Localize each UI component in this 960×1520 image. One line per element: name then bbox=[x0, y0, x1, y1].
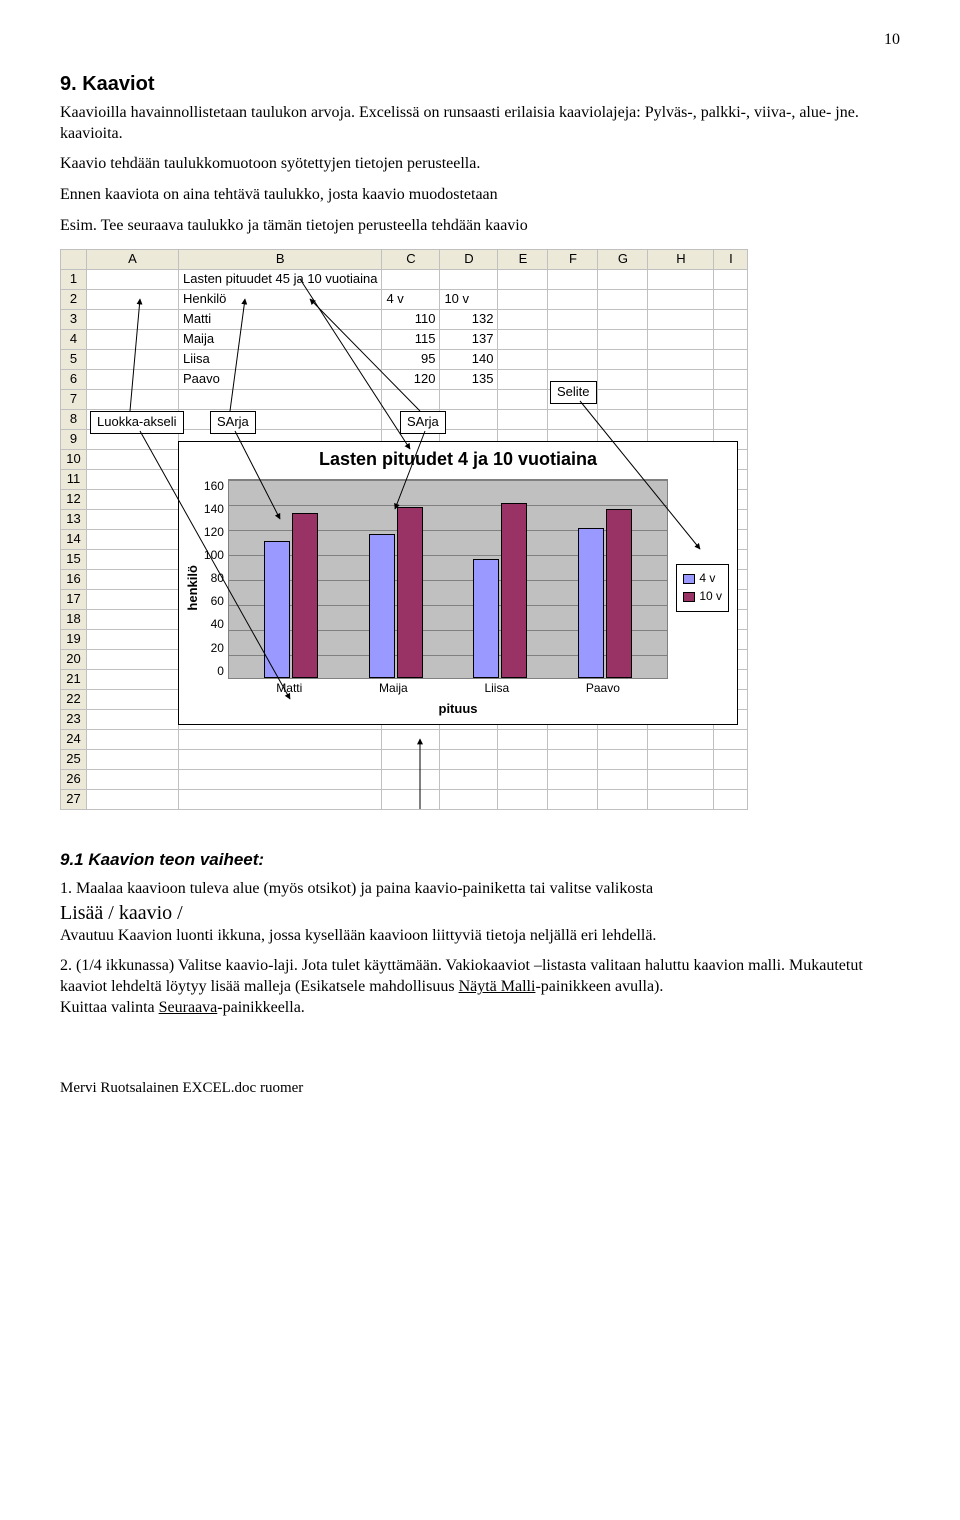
bar bbox=[473, 559, 499, 678]
bar bbox=[606, 509, 632, 678]
chart-yaxis: 160140120100806040200 bbox=[204, 479, 228, 679]
bar bbox=[264, 541, 290, 679]
chart-xlabel: pituus bbox=[179, 697, 737, 724]
para-1: Kaavioilla havainnollistetaan taulukon a… bbox=[60, 103, 900, 145]
callout-selite: Selite bbox=[550, 381, 597, 404]
step-2c: Kuittaa valinta bbox=[60, 999, 159, 1016]
step-2-u2: Seuraava bbox=[159, 999, 218, 1016]
para-2: Kaavio tehdään taulukkomuotoon syötettyj… bbox=[60, 154, 900, 175]
chart-plot bbox=[228, 479, 668, 679]
step-2b: -painikkeen avulla). bbox=[535, 978, 663, 995]
callout-sarja-2: SArja bbox=[400, 411, 446, 434]
para-4: Esim. Tee seuraava taulukko ja tämän tie… bbox=[60, 216, 900, 237]
menu-path: Lisää / kaavio / bbox=[60, 902, 183, 924]
bar bbox=[397, 507, 423, 678]
chart-ylabel: henkilö bbox=[183, 479, 204, 697]
callout-sarja-1: SArja bbox=[210, 411, 256, 434]
chart-title: Lasten pituudet 4 ja 10 vuotiaina bbox=[179, 442, 737, 479]
bar bbox=[578, 528, 604, 678]
callout-luokka-akseli: Luokka-akseli bbox=[90, 411, 184, 434]
step-2-u1: Näytä Malli bbox=[459, 978, 536, 995]
step-2: 2. (1/4 ikkunassa) Valitse kaavio-laji. … bbox=[60, 956, 900, 1018]
bar bbox=[501, 503, 527, 678]
subsection-title: 9.1 Kaavion teon vaiheet: bbox=[60, 849, 900, 871]
step-1: 1. Maalaa kaavioon tuleva alue (myös ots… bbox=[60, 879, 900, 947]
chart-legend: 4 v10 v bbox=[676, 564, 729, 611]
section-title: 9. Kaaviot bbox=[60, 71, 900, 97]
page-number: 10 bbox=[60, 30, 900, 51]
step-1-cont: Avautuu Kaavion luonti ikkuna, jossa kys… bbox=[60, 927, 656, 944]
bar bbox=[292, 513, 318, 678]
para-3: Ennen kaaviota on aina tehtävä taulukko,… bbox=[60, 185, 900, 206]
bar-chart: Lasten pituudet 4 ja 10 vuotiaina henkil… bbox=[178, 441, 738, 725]
step-2d: -painikkeella. bbox=[217, 999, 305, 1016]
bar bbox=[369, 534, 395, 678]
spreadsheet-and-chart: ABCDEFGHI1Lasten pituudet 45 ja 10 vuoti… bbox=[60, 249, 900, 829]
step-1-text: 1. Maalaa kaavioon tuleva alue (myös ots… bbox=[60, 880, 653, 897]
chart-xaxis: MattiMaijaLiisaPaavo bbox=[228, 679, 668, 697]
footer: Mervi Ruotsalainen EXCEL.doc ruomer bbox=[60, 1079, 900, 1099]
